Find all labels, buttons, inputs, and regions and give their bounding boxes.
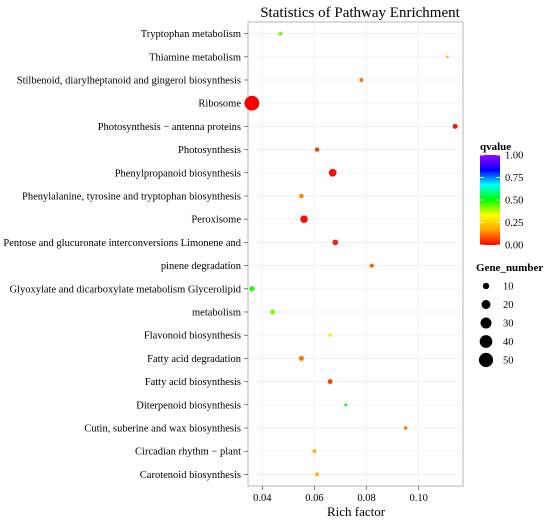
y-tick-label: Ribosome [198,99,241,110]
y-tick-label: Diterpenoid biosynthesis [136,400,241,411]
data-point [359,78,364,82]
x-axis-ticks: 0.04 0.06 0.08 0.10 [253,486,428,504]
size-legend-label: 20 [503,300,514,311]
y-tick-label: Thiamine metabolism [149,52,241,63]
data-point [312,449,317,454]
y-tick-label: Phenylalanine, tyrosine and tryptophan b… [22,192,241,203]
size-legend-dot [479,335,493,348]
qvalue-legend: qvalue 1.00 0.75 0.50 0.25 0.00 [480,141,523,252]
data-point [328,168,337,177]
qvalue-tick-label: 0.50 [505,196,523,207]
data-point [328,333,332,337]
chart-title: Statistics of Pathway Enrichment [260,5,460,21]
y-tick-label: metabolism [192,308,241,319]
data-points [244,31,458,477]
grid-lines [248,22,463,486]
qvalue-legend-title: qvalue [480,141,511,153]
y-tick-label: Tryptophan metabolism [141,29,241,40]
y-tick-label: Fatty acid biosynthesis [145,377,241,388]
size-legend-dot [480,317,492,329]
data-point [445,55,449,59]
data-point [270,309,276,315]
y-tick-label: Fatty acid degradation [147,354,242,365]
size-legend-dot [482,282,490,290]
data-point [299,193,304,199]
data-point [332,239,339,246]
size-legend-label: 40 [503,337,514,348]
size-legend-label: 10 [503,282,514,293]
data-point [300,215,308,223]
y-tick-label: Pentose and glucuronate interconversions… [3,238,241,249]
x-tick-label: 0.04 [253,493,272,504]
size-legend-label: 50 [503,356,514,367]
y-tick-label: Glyoxylate and dicarboxylate metabolism … [9,284,241,295]
y-axis-labels: Tryptophan metabolism Thiamine metabolism… [3,29,248,481]
data-point [278,31,283,36]
data-point [344,403,348,407]
y-tick-label: Phenylpropanoid biosynthesis [115,168,241,179]
qvalue-tick-label: 1.00 [505,151,523,162]
qvalue-colorbar [480,155,500,245]
data-point [298,355,304,361]
gene-number-legend-title: Gene_number [476,262,543,274]
data-point [315,472,320,477]
y-tick-label: Stilbenoid, diarylheptanoid and gingerol… [17,76,241,87]
x-tick-label: 0.06 [305,493,323,504]
size-legend-dot [481,300,491,309]
y-tick-label: Photosynthesis − antenna proteins [98,122,241,133]
x-tick-label: 0.08 [357,493,375,504]
data-point [244,95,260,111]
gene-number-legend-items: 10 20 30 40 50 [478,282,514,368]
data-point [369,263,374,268]
y-tick-label: Cutin, suberine and wax biosynthesis [84,424,241,435]
gene-number-legend: Gene_number 10 20 30 40 50 [476,262,543,368]
y-tick-label: Photosynthesis [178,145,241,156]
y-tick-label: Flavonoid biosynthesis [144,331,241,342]
data-point [452,123,458,129]
qvalue-tick-label: 0.75 [505,173,523,184]
size-legend-dot [478,352,494,368]
data-point [249,286,255,292]
qvalue-legend-ticks: 1.00 0.75 0.50 0.25 0.00 [480,151,523,252]
data-point [403,426,408,430]
x-tick-label: 0.10 [410,493,428,504]
qvalue-tick-label: 0.00 [505,241,523,252]
data-point [314,147,320,152]
x-axis-title: Rich factor [327,504,386,519]
y-tick-label: Circadian rhythm − plant [135,447,241,458]
plot-panel [247,21,464,487]
y-tick-label: pinene degradation [161,261,242,272]
data-point [327,379,333,385]
size-legend-label: 30 [503,319,514,330]
y-tick-label: Carotenoid biosynthesis [140,470,241,481]
qvalue-tick-label: 0.25 [505,218,523,229]
y-tick-label: Peroxisome [191,215,241,226]
